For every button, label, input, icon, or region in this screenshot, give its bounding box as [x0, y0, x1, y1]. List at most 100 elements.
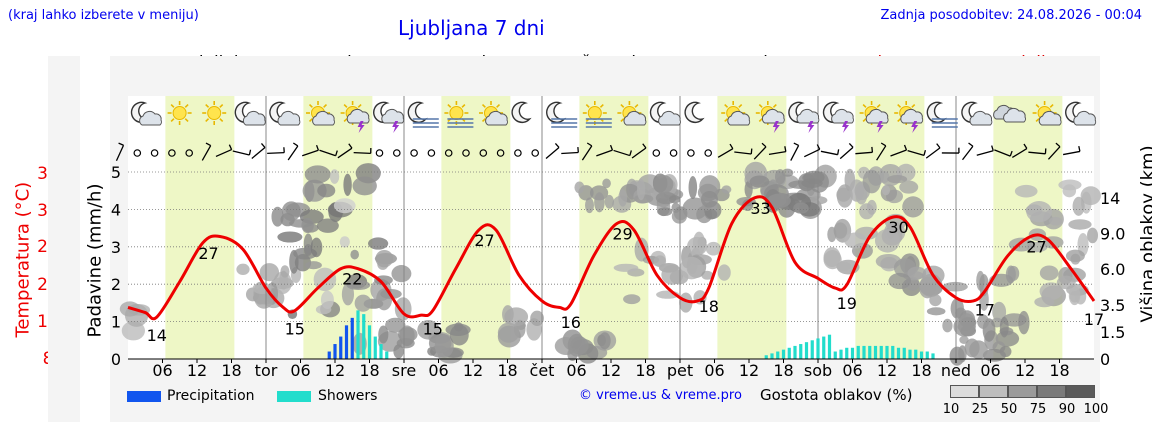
wind-barb-icon — [596, 144, 614, 157]
shower-bar — [373, 336, 377, 359]
cloud-blob — [969, 340, 988, 360]
cloud-blob — [958, 313, 976, 337]
precip-tick-label: 2 — [111, 275, 121, 294]
moon-cloud-icon — [269, 101, 301, 126]
cloud-blob — [1065, 249, 1085, 263]
wind-calm-icon — [375, 149, 384, 157]
shower-bar — [770, 353, 774, 359]
shower-bar — [891, 345, 895, 359]
cloud-blob — [305, 261, 322, 270]
cloud-blob — [1039, 265, 1059, 281]
region-hint: (kraj lahko izberete v meniju) — [8, 8, 199, 23]
wind-barb-icon — [251, 143, 266, 159]
density-label: 50 — [1000, 402, 1018, 417]
precip-tick-label: 5 — [111, 163, 121, 182]
cloud-blob — [417, 320, 440, 340]
hour-tick-label: 12 — [1015, 361, 1035, 380]
cloud-blob — [1072, 196, 1085, 216]
density-label: 100 — [1083, 402, 1109, 417]
hour-tick-label: 12 — [601, 361, 621, 380]
sun-fog-icon — [582, 101, 612, 128]
moon-fog-icon — [926, 101, 958, 128]
cloud-blob — [767, 193, 791, 209]
temperature-value-label: 27 — [474, 231, 494, 250]
cloud-blob — [320, 290, 334, 310]
wind-barb-icon — [1028, 148, 1047, 155]
cloud-blob — [315, 304, 332, 315]
wind-barb-icon — [839, 142, 854, 160]
wind-calm-icon — [652, 149, 661, 157]
cloud-blob — [618, 189, 628, 207]
moon-thunder-icon — [788, 101, 820, 133]
hour-tick-label: 12 — [187, 361, 207, 380]
cloud-blob — [350, 249, 359, 260]
wind-barb-icon — [804, 144, 821, 158]
day-tick-label: sob — [804, 361, 832, 380]
wind-barb-icon — [115, 142, 125, 162]
temperature-value-label: 15 — [423, 320, 443, 339]
cloud-tick-label: 3.5 — [1100, 296, 1125, 315]
wind-barb-icon — [201, 142, 212, 161]
cloud-blob — [692, 231, 706, 256]
cloud-blob — [929, 294, 942, 307]
cloud-blob — [836, 261, 852, 271]
shower-bar — [385, 351, 389, 359]
wind-barb-icon — [232, 149, 252, 156]
showers-swatch — [277, 391, 311, 402]
wind-calm-icon — [392, 149, 401, 157]
shower-bar — [873, 345, 878, 359]
cloud-blob — [653, 255, 667, 268]
credit-link[interactable]: © vreme.us & vreme.pro — [579, 388, 742, 403]
hour-tick-label: 06 — [842, 361, 862, 380]
temperature-line — [127, 195, 1096, 321]
shower-bar — [827, 334, 832, 359]
hour-tick-label: 06 — [152, 361, 172, 380]
day-tick-label: tor — [255, 361, 278, 380]
wind-calm-icon — [444, 149, 453, 157]
cloud-blob — [304, 165, 331, 184]
wind-calm-icon — [185, 149, 194, 157]
cloud-blob — [277, 231, 303, 243]
moon-cloud-icon — [234, 101, 266, 126]
wind-calm-icon — [427, 149, 436, 157]
cloud-blob — [281, 201, 301, 221]
cloud-blob — [567, 347, 578, 361]
wind-calm-icon — [150, 149, 159, 157]
precip-tick-label: 4 — [111, 200, 121, 219]
moon-fog-icon — [407, 101, 439, 128]
hour-tick-label: 12 — [739, 361, 759, 380]
shower-bar — [839, 349, 843, 359]
wind-barb-icon — [319, 149, 338, 157]
hour-tick-label: 18 — [911, 361, 931, 380]
shower-bar — [764, 355, 768, 359]
wind-barb-icon — [1062, 146, 1081, 156]
cloud-blob — [1014, 184, 1038, 198]
hour-tick-label: 18 — [773, 361, 793, 380]
cloud-blob — [301, 217, 314, 234]
moon-icon — [684, 101, 705, 124]
cloud-blob — [530, 310, 544, 326]
shower-bar — [833, 351, 837, 359]
showers-legend: Showers — [318, 388, 378, 404]
cloud-blob — [907, 266, 927, 280]
cloud-blob — [888, 272, 912, 290]
wind-barb-icon — [215, 144, 233, 158]
shower-bar — [787, 347, 791, 359]
hour-tick-label: 06 — [566, 361, 586, 380]
hour-tick-label: 12 — [463, 361, 483, 380]
hour-tick-label: 12 — [877, 361, 897, 380]
cloud-blob — [682, 197, 708, 220]
cloud-blob — [1049, 216, 1063, 226]
cloud-blob — [236, 263, 250, 276]
shower-bar — [816, 338, 820, 359]
temperature-value-label: 18 — [699, 297, 719, 316]
temperature-value-label: 14 — [147, 326, 167, 345]
cloud-blob — [1080, 186, 1101, 206]
cloud-blob — [942, 318, 953, 333]
shower-bar — [902, 347, 906, 359]
wind-barb-icon — [907, 149, 927, 157]
cloud-blob — [1039, 282, 1063, 301]
wind-barb-icon — [876, 142, 887, 161]
wind-barb-icon — [790, 142, 800, 161]
